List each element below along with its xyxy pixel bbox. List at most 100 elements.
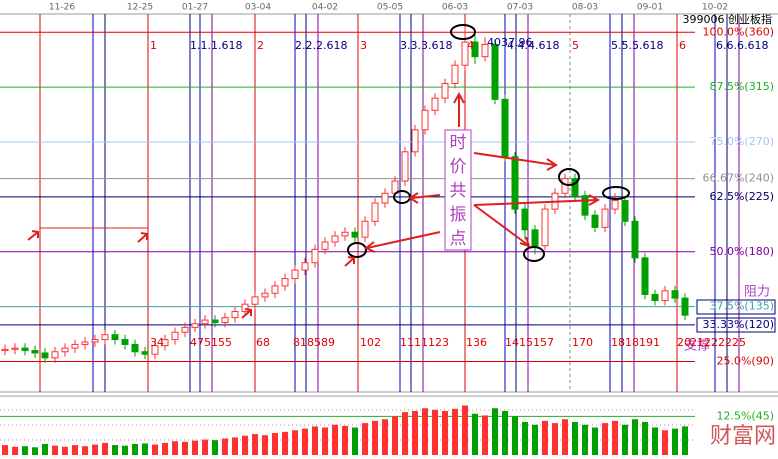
- circle: [523, 246, 545, 262]
- volume-bar: [432, 409, 438, 455]
- volume-bar: [402, 412, 408, 455]
- volume-bar: [392, 416, 398, 455]
- candle-body: [431, 97, 439, 111]
- candle-body: [611, 200, 619, 210]
- volume-bar: [172, 441, 178, 455]
- candle-body: [661, 290, 669, 302]
- candle-body: [641, 257, 649, 295]
- circle: [602, 186, 630, 200]
- candle-body: [121, 339, 129, 345]
- volume-bar: [582, 424, 588, 455]
- candle-body: [261, 292, 269, 298]
- candle-body: [471, 41, 479, 58]
- time-label: 2: [257, 39, 264, 52]
- resonance-char: 价: [450, 157, 467, 177]
- candle-body: [161, 339, 169, 347]
- volume-bar: [152, 444, 158, 455]
- candle-body: [151, 345, 159, 355]
- peak-label: 4037.96: [487, 36, 533, 49]
- volume-bar: [342, 425, 348, 455]
- arrow: [137, 232, 148, 243]
- x-tick-label: 01-27: [182, 3, 208, 13]
- volume-bar: [192, 440, 198, 455]
- label-box: [696, 299, 776, 315]
- volume-bar: [502, 411, 508, 455]
- grid: [0, 14, 740, 441]
- volume-bar: [182, 441, 188, 455]
- count-label: 20: [677, 336, 691, 349]
- volume-bar: [82, 446, 88, 455]
- volume-bar: [572, 422, 578, 455]
- x-tick-label: 11-26: [49, 3, 75, 13]
- x-tick-label: 03-04: [245, 3, 271, 13]
- candle-body: [421, 109, 429, 131]
- candle-body: [501, 98, 509, 158]
- candle-body: [171, 331, 179, 341]
- candle-body: [131, 343, 139, 353]
- candle-body: [71, 343, 79, 349]
- volume-bar: [92, 444, 98, 455]
- candle-body: [441, 83, 449, 99]
- volume-bar: [282, 431, 288, 455]
- volume-bar: [602, 423, 608, 455]
- candle-body: [581, 195, 589, 216]
- annotation-shapes: [27, 24, 776, 333]
- marks: [1, 24, 689, 455]
- level-label: 37.5%(135): [709, 300, 774, 313]
- volume-bar: [222, 438, 228, 455]
- volume-bar: [212, 440, 218, 455]
- time-label: 4: [467, 39, 474, 52]
- watermark: 财富网: [710, 424, 776, 449]
- candle-body: [631, 220, 639, 259]
- candle-body: [51, 351, 59, 359]
- volume-bar: [12, 446, 18, 455]
- candle-body: [511, 156, 519, 210]
- circle: [347, 242, 367, 258]
- volume-bar: [442, 411, 448, 455]
- candle-body: [311, 248, 319, 264]
- time-label: 3: [360, 39, 367, 52]
- candle-body: [351, 231, 359, 238]
- candle-body: [111, 334, 119, 341]
- support-label: 支撑: [684, 339, 710, 354]
- level-label: 62.5%(225): [709, 190, 774, 203]
- time-label: 2.2.2.618: [295, 39, 347, 52]
- candle-body: [341, 231, 349, 237]
- candle-body: [621, 200, 629, 222]
- arrow: [453, 91, 465, 127]
- level-label: 50.0%(180): [709, 245, 774, 258]
- arrow: [364, 231, 441, 253]
- volume-bar: [252, 434, 258, 455]
- chart-title: 399006 创业板指: [683, 12, 773, 26]
- volume-bar: [52, 445, 58, 455]
- volume-bar: [132, 444, 138, 455]
- arrow: [473, 152, 558, 171]
- count-label: 68: [256, 336, 270, 349]
- time-label: 5.5.5.618: [611, 39, 663, 52]
- candle-body: [281, 278, 289, 287]
- volume-bar: [622, 424, 628, 455]
- x-tick-label: 06-03: [442, 3, 468, 13]
- volume-bar: [362, 423, 368, 455]
- volume-bar: [2, 445, 8, 455]
- volume-bar: [232, 437, 238, 455]
- candle-body: [401, 151, 409, 182]
- candle-body: [181, 326, 189, 333]
- volume-bar: [62, 446, 68, 455]
- candle-body: [31, 350, 39, 354]
- volume-bar: [452, 408, 458, 455]
- volume-bar: [312, 426, 318, 455]
- candle-body: [411, 129, 419, 153]
- volume-bar: [382, 419, 388, 455]
- candle-body: [571, 178, 579, 197]
- resistance-label: 阻力: [744, 285, 770, 300]
- volume-bar: [632, 419, 638, 455]
- candle-body: [91, 339, 99, 343]
- candle-body: [211, 319, 219, 323]
- candle-body: [591, 214, 599, 228]
- volume-bar: [682, 426, 688, 455]
- count-label: 475155: [190, 336, 232, 349]
- candle-body: [301, 262, 309, 271]
- candle-body: [361, 220, 369, 238]
- volume-bar: [272, 433, 278, 455]
